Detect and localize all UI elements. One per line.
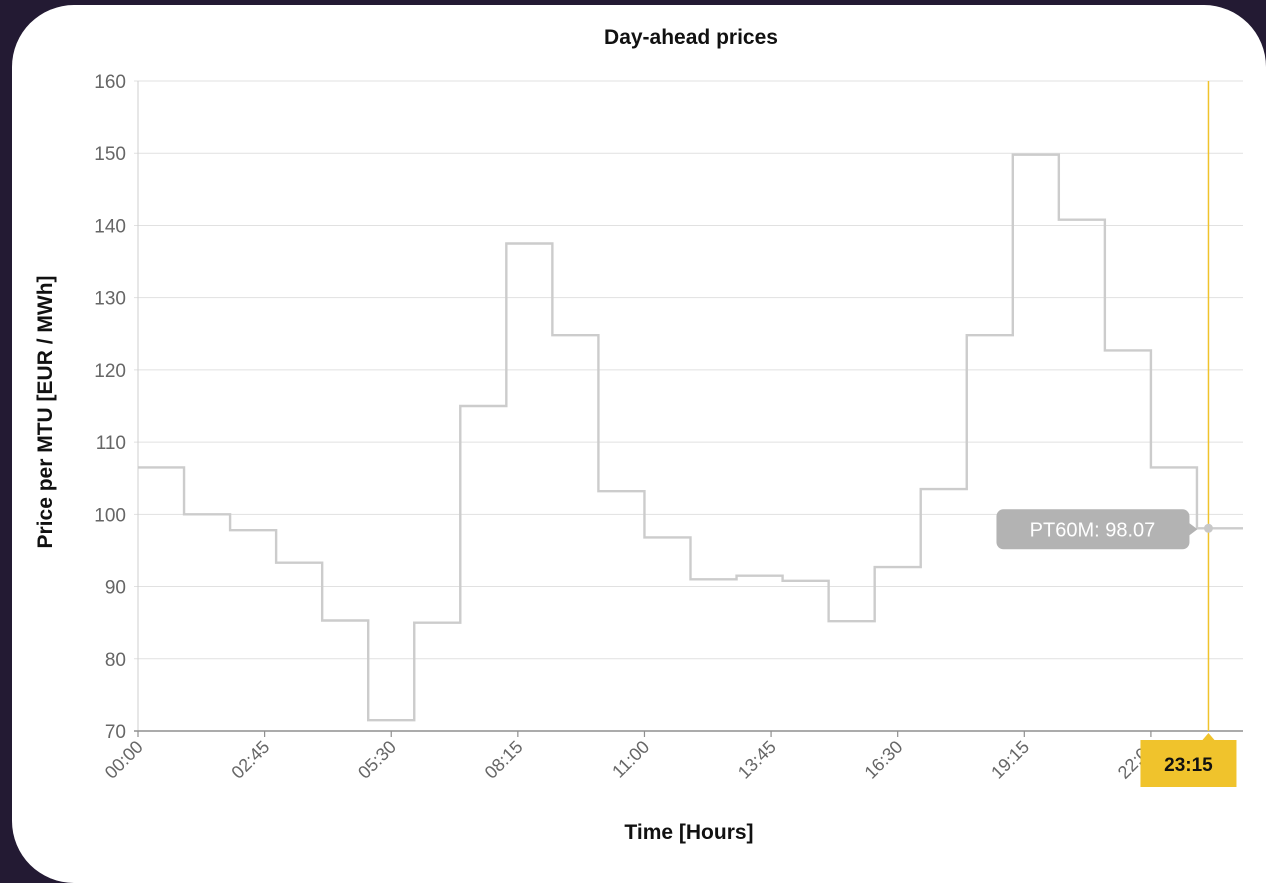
grid-lines — [134, 80, 1243, 732]
y-axis-title: Price per MTU [EUR / MWh] — [34, 275, 57, 548]
crosshair-pointer — [1202, 733, 1215, 740]
y-axis-ticks: 70 80 90 100 110 120 130 140 150 160 — [94, 72, 126, 743]
x-axis-title: Time [Hours] — [624, 821, 753, 844]
x-tick-label: 19:15 — [987, 737, 1033, 783]
y-tick-label: 100 — [94, 505, 126, 526]
crosshair-label: 23:15 — [1164, 755, 1213, 776]
tooltip: PT60M: 98.07 — [996, 509, 1213, 550]
x-tick-label: 00:00 — [101, 737, 147, 783]
price-step-line — [138, 153, 1243, 722]
y-tick-label: 110 — [96, 433, 126, 454]
chart-title: Day-ahead prices — [604, 26, 778, 49]
x-axis-ticks: 00:00 02:45 05:30 08:15 11:00 13:45 16:30 19:15… — [101, 731, 1160, 783]
tooltip-arrow — [1189, 523, 1198, 536]
y-tick-label: 150 — [94, 144, 126, 165]
y-tick-label: 140 — [94, 216, 126, 237]
x-tick-label: 08:15 — [481, 737, 527, 783]
x-tick-label: 16:30 — [861, 737, 907, 783]
x-tick-label: 11:00 — [608, 737, 653, 782]
tooltip-label: PT60M: 98.07 — [1030, 519, 1156, 541]
crosshair: 23:15 — [1140, 81, 1237, 787]
y-tick-label: 160 — [94, 72, 126, 93]
y-tick-label: 90 — [105, 578, 126, 599]
y-tick-label: 80 — [105, 650, 126, 671]
y-tick-label: 130 — [94, 289, 126, 310]
x-tick-label: 02:45 — [227, 737, 273, 783]
y-tick-label: 120 — [94, 361, 126, 382]
x-tick-label: 05:30 — [354, 737, 400, 783]
tooltip-box — [996, 509, 1190, 550]
price-chart[interactable]: Day-ahead prices 70 80 90 100 110 120 130 140 15… — [12, 5, 1266, 883]
chart-card: Day-ahead prices 70 80 90 100 110 120 130 140 15… — [12, 5, 1266, 883]
hover-point — [1203, 523, 1213, 533]
x-tick-label: 13:45 — [734, 737, 780, 783]
y-tick-label: 70 — [105, 722, 126, 743]
crosshair-label-box — [1140, 740, 1237, 787]
